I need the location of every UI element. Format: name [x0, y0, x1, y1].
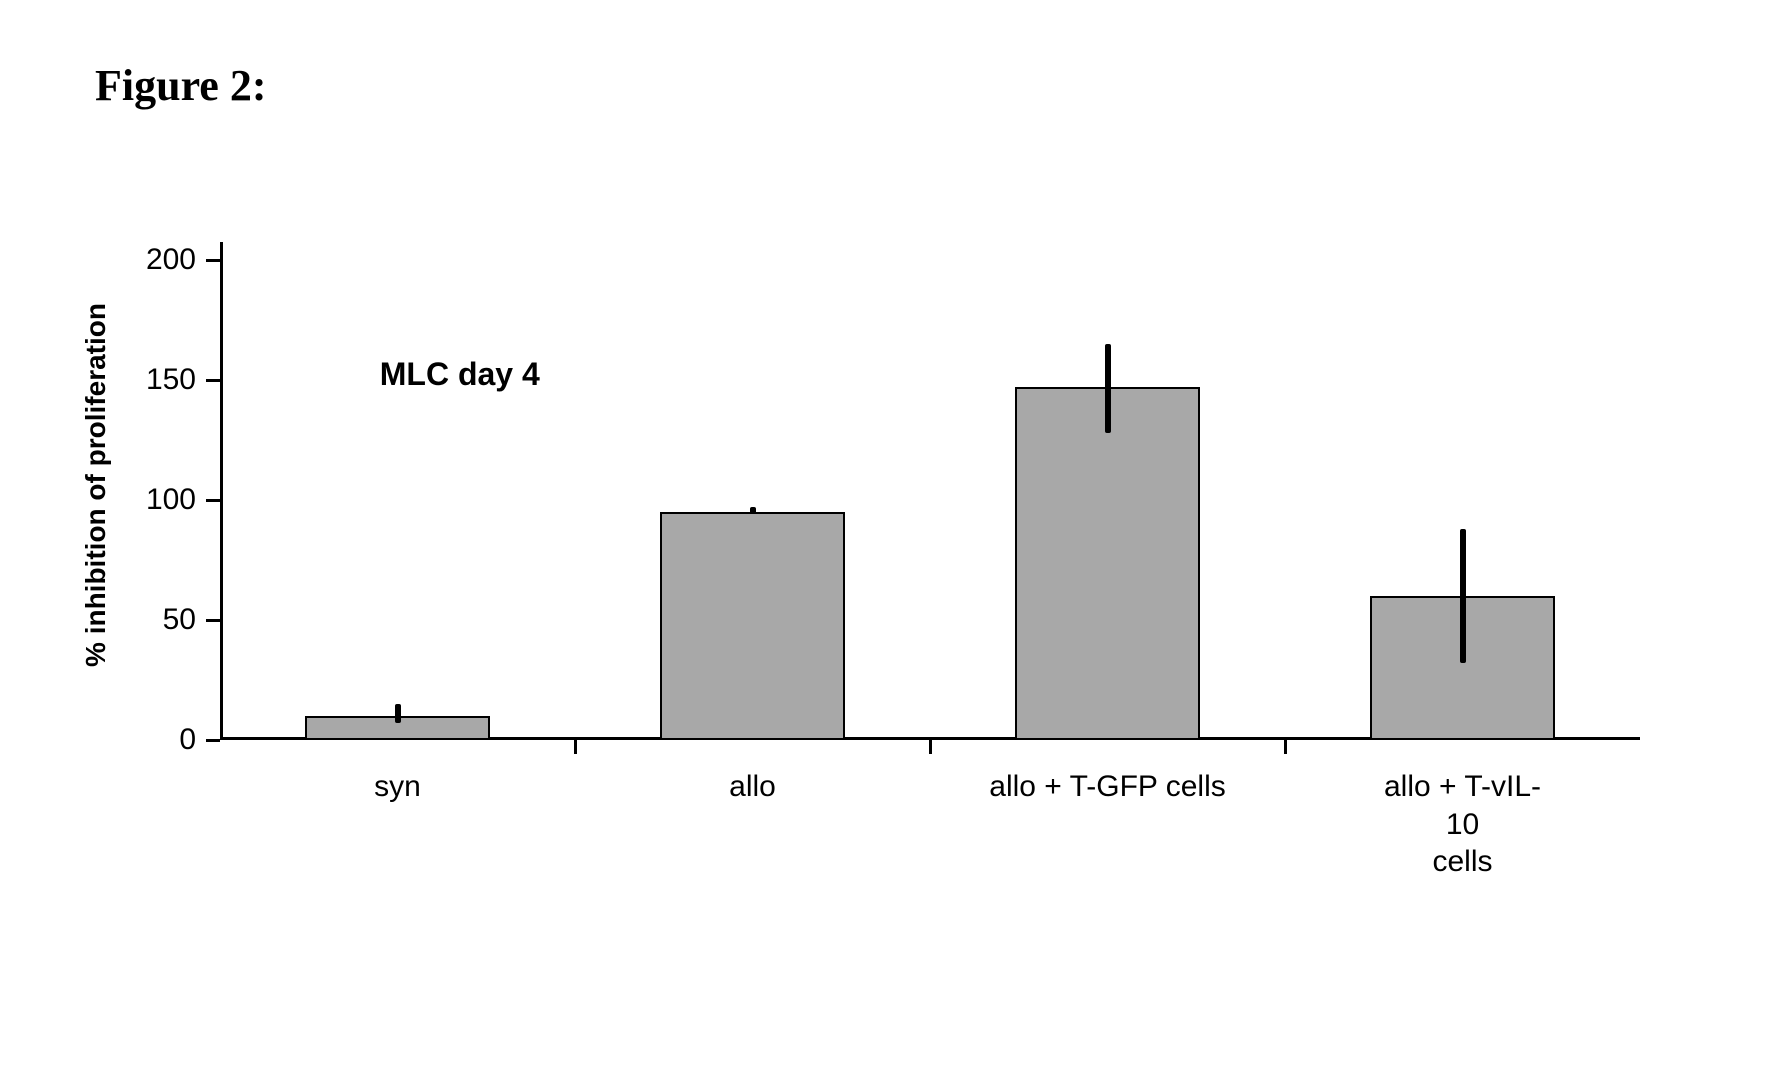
y-tick-label: 100: [146, 483, 196, 517]
inset-label: MLC day 4: [380, 356, 540, 393]
bar: [660, 512, 845, 740]
page: Figure 2: % inhibition of proliferation …: [0, 0, 1781, 1086]
error-bar: [1105, 344, 1111, 433]
y-tick: [206, 259, 220, 262]
bar: [1015, 387, 1200, 740]
y-tick-label: 200: [146, 243, 196, 277]
y-tick: [206, 739, 220, 742]
error-bar: [750, 507, 756, 514]
y-tick: [206, 379, 220, 382]
x-tick: [1284, 740, 1287, 754]
error-bar: [395, 704, 401, 723]
x-tick: [574, 740, 577, 754]
y-axis-label: % inhibition of proliferation: [80, 270, 120, 700]
x-tick: [929, 740, 932, 754]
bar-chart: % inhibition of proliferation 0501001502…: [120, 240, 1680, 890]
category-label: allo + T-vIL-10 cells: [1374, 768, 1552, 881]
category-label: syn: [374, 768, 421, 806]
y-tick: [206, 499, 220, 502]
plot-area: 050100150200synalloallo + T-GFP cellsall…: [220, 260, 1640, 740]
y-tick-label: 50: [163, 603, 196, 637]
figure-title: Figure 2:: [95, 60, 267, 111]
y-axis: [220, 242, 223, 740]
y-tick-label: 0: [179, 723, 196, 757]
category-label: allo + T-GFP cells: [989, 768, 1225, 806]
y-tick-label: 150: [146, 363, 196, 397]
category-label: allo: [729, 768, 776, 806]
y-tick: [206, 619, 220, 622]
error-bar: [1460, 529, 1466, 663]
